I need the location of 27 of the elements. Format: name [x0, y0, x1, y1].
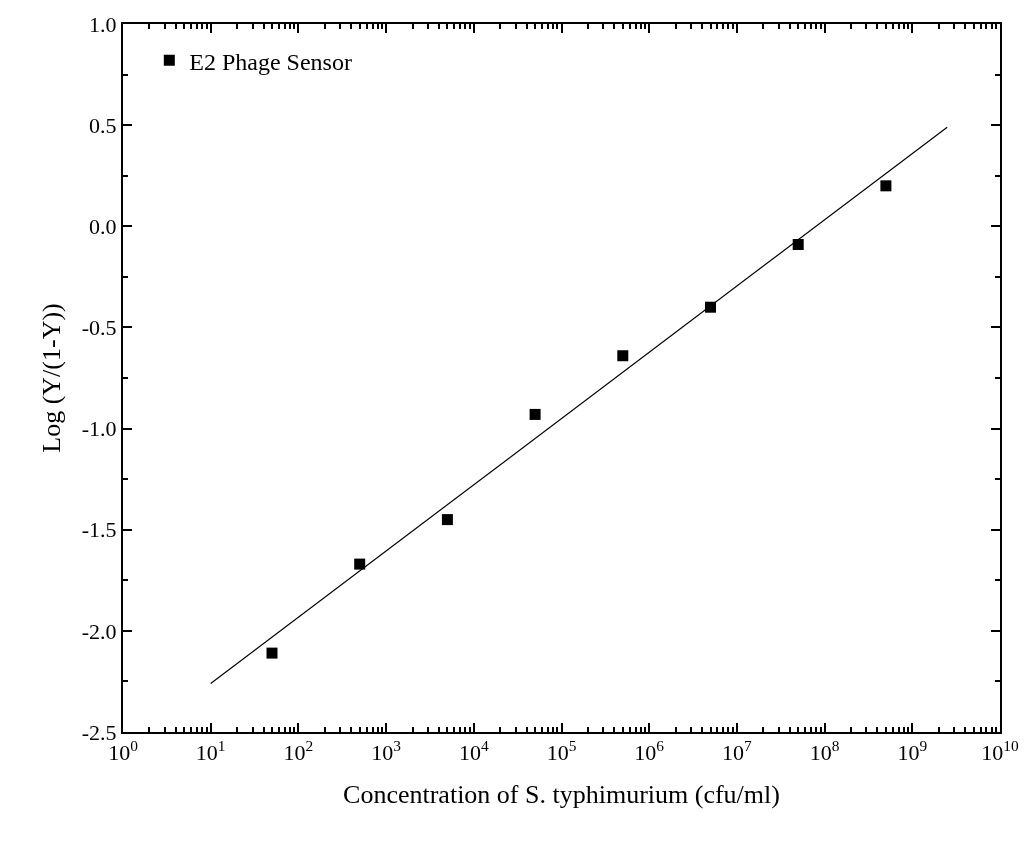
y-tick-label: 1.0 [89, 11, 117, 37]
x-tick-label: 10$^{10}$ [981, 737, 1019, 766]
y-tick-label: -1.0 [81, 416, 117, 442]
x-tick-label: 10$^{3}$ [371, 737, 402, 766]
point [529, 408, 541, 420]
x-tick-label: 10$^{8}$ [809, 737, 840, 766]
point [266, 647, 278, 659]
y-tick-label: -1.5 [81, 517, 117, 543]
x-tick-label: 10$^{9}$ [897, 737, 928, 766]
x-tick-label: 10$^{4}$ [458, 737, 489, 766]
y-tick-label: -2.0 [81, 618, 117, 644]
x-tick-label: 10$^{2}$ [283, 737, 314, 766]
point [441, 514, 453, 526]
legend-label: E2 Phage Sensor [189, 48, 352, 75]
point [792, 238, 804, 250]
x-tick-label: 10$^{7}$ [722, 737, 753, 766]
y-tick-label: 0.5 [89, 112, 117, 138]
y-axis-title: Log (Y/(1-Y)) [36, 303, 66, 453]
point [617, 350, 629, 362]
y-tick-label: 0.0 [89, 213, 117, 239]
point [354, 558, 366, 570]
y-tick-label: -0.5 [81, 315, 117, 341]
x-tick-label: 10$^{5}$ [546, 737, 577, 766]
x-tick-label: 10$^{1}$ [195, 737, 226, 766]
point [880, 180, 892, 192]
x-axis-title: Concentration of S. typhimurium (cfu/ml) [343, 779, 780, 809]
x-tick-label: 10$^{6}$ [634, 737, 665, 766]
